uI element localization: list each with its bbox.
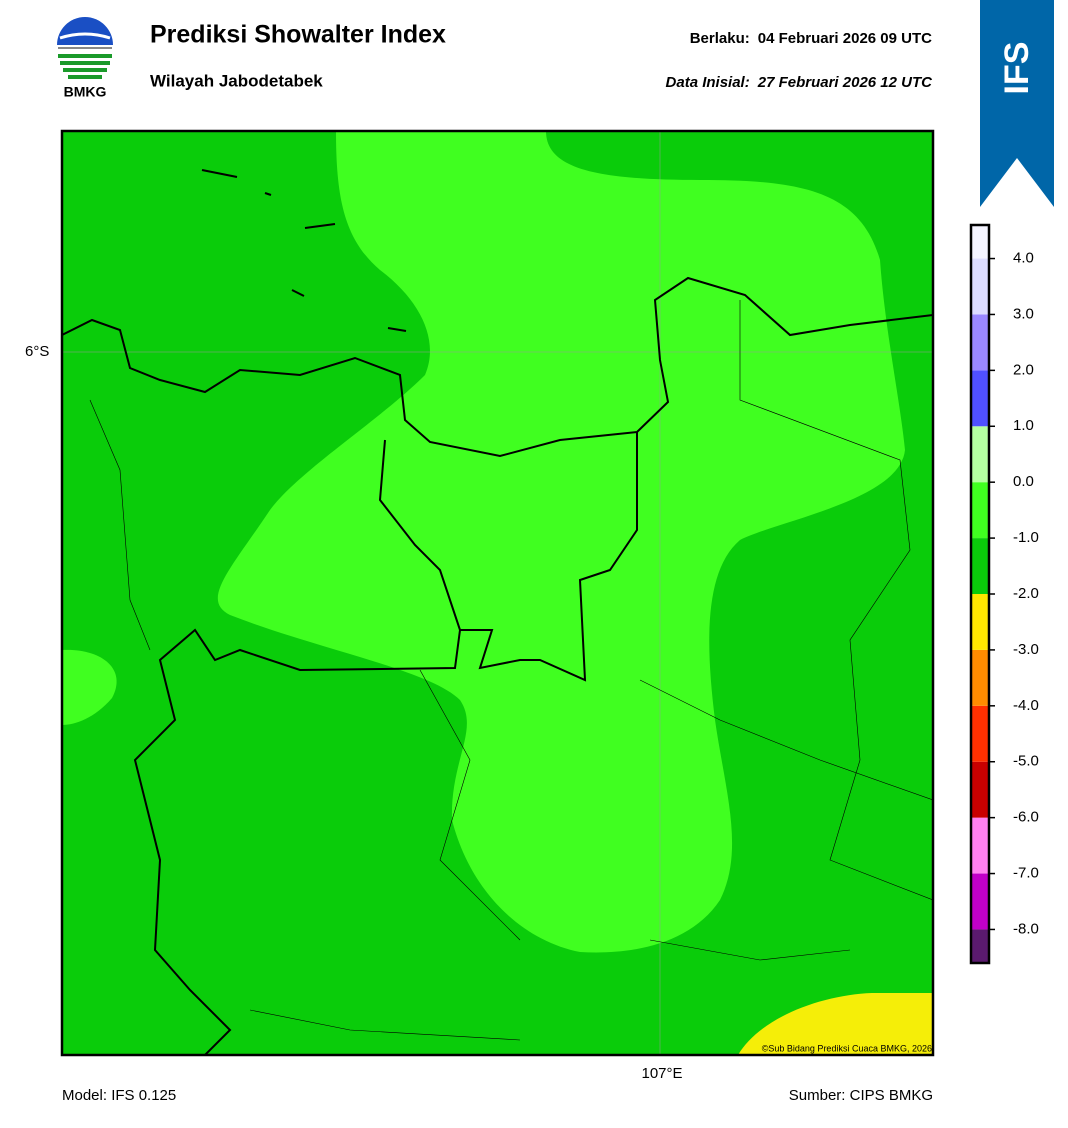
valid-value: 04 Februari 2026 09 UTC [758,30,932,47]
colorbar-bin [971,258,989,315]
colorbar-bin [971,929,989,963]
colorbar-tick-label: -3.0 [1013,641,1039,658]
subtitle: Wilayah Jabodetabek [150,71,323,90]
badge-text: IFS [998,42,1036,95]
init-value: 27 Februari 2026 12 UTC [757,74,933,91]
colorbar-bin [971,705,989,762]
valid-time: Berlaku: 04 Februari 2026 09 UTC [690,30,932,47]
colorbar-bin [971,426,989,483]
colorbar-bin [971,225,989,259]
colorbar-bin [971,482,989,539]
colorbar-tick-label: -7.0 [1013,865,1039,882]
copyright: ©Sub Bidang Prediksi Cuaca BMKG, 2026 [762,1043,932,1053]
colorbar-tick-label: -5.0 [1013,753,1039,770]
badge [980,0,1054,207]
colorbar-bin [971,594,989,650]
lon-label: 107°E [641,1065,682,1082]
colorbar-bin [971,873,989,930]
colorbar-bin [971,314,989,371]
logo-text: BMKG [64,84,107,100]
map [62,131,933,1055]
footer-model: Model: IFS 0.125 [62,1087,176,1104]
colorbar-bin [971,649,989,706]
colorbar-tick-label: -1.0 [1013,529,1039,546]
colorbar-tick-label: 3.0 [1013,305,1034,322]
colorbar-tick-label: 2.0 [1013,361,1034,378]
map-frame [60,129,935,1057]
colorbar-tick-label: -4.0 [1013,697,1039,714]
colorbar-tick-label: -2.0 [1013,585,1039,602]
colorbar-bin [971,538,989,594]
init-time: Data Inisial: 27 Februari 2026 12 UTC [666,74,934,91]
colorbar-bin [971,370,989,427]
logo: BMKG [57,17,113,100]
valid-label: Berlaku: [690,30,750,47]
colorbar-bin [971,761,989,818]
title: Prediksi Showalter Index [150,21,446,49]
colorbar-tick-label: 1.0 [1013,417,1034,434]
colorbar-tick-label: -8.0 [1013,920,1039,937]
init-label: Data Inisial: [666,74,750,91]
colorbar-tick-label: 4.0 [1013,250,1034,267]
colorbar-tick-label: -6.0 [1013,809,1039,826]
colorbar-tick-label: 0.0 [1013,473,1034,490]
colorbar: -8.0 -7.0 -6.0 -5.0 -4.0 -3.0 -2.0 -1.0 0.0 1.0 2.… [969,223,1039,965]
footer-source: Sumber: CIPS BMKG [789,1087,933,1104]
lat-label: 6°S [25,343,49,360]
colorbar-bin [971,817,989,874]
